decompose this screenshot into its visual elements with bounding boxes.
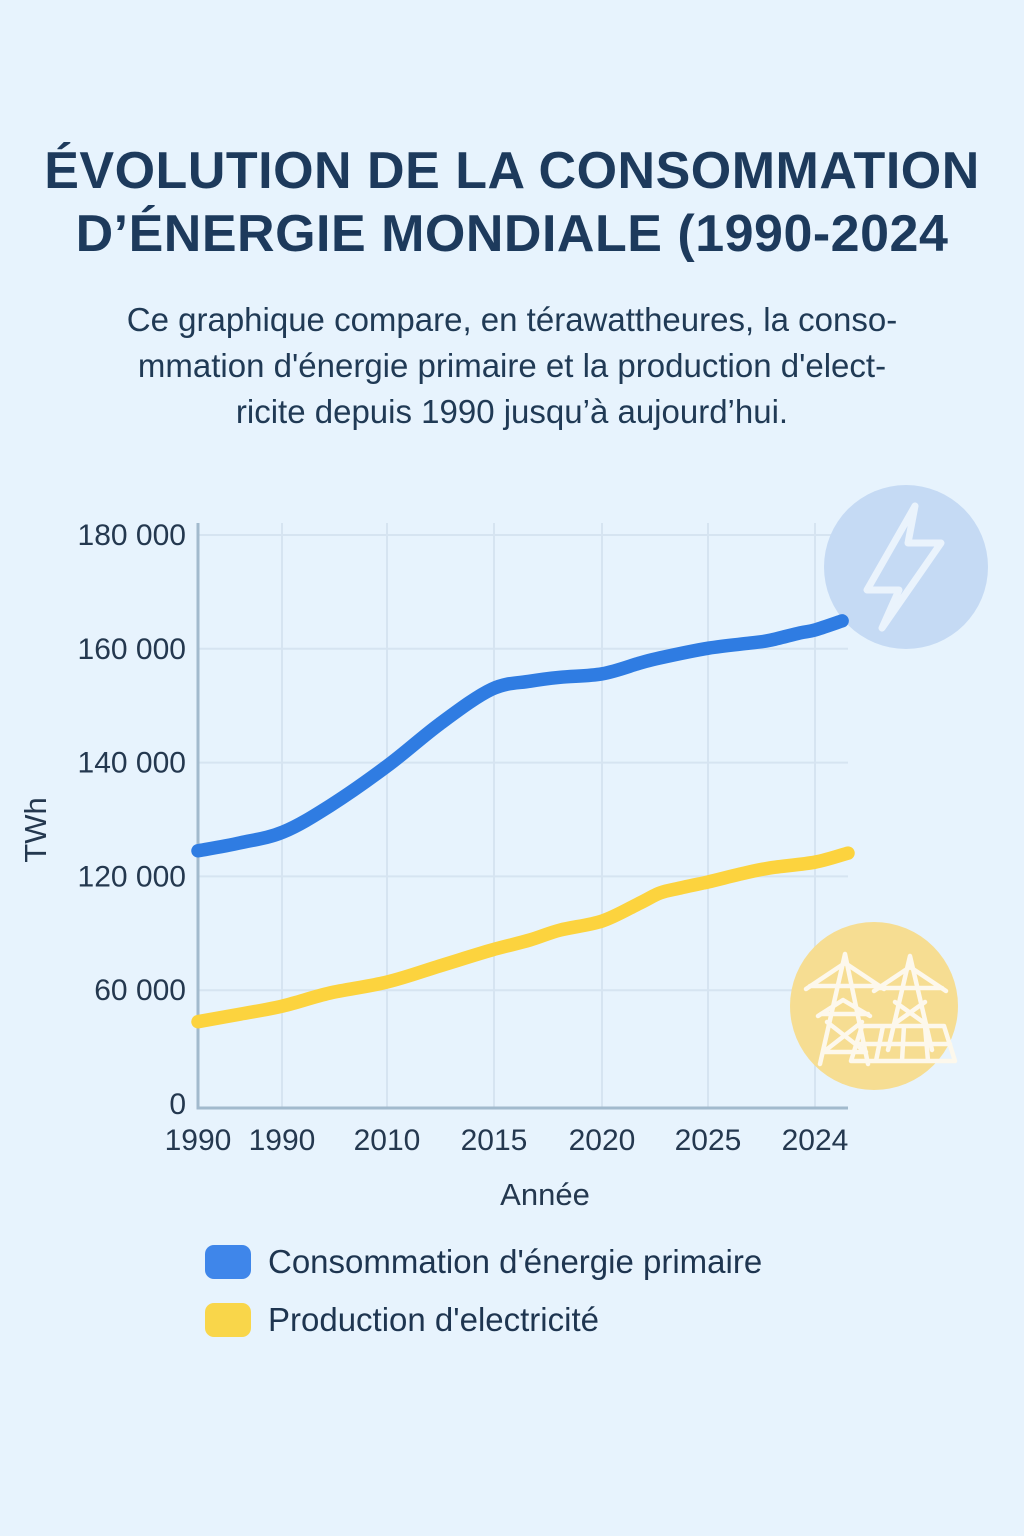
tower-right-lattice <box>891 999 929 1027</box>
x-tick-label: 1990 <box>249 1124 316 1157</box>
chart-subtitle: Ce graphique compare, en térawattheures,… <box>0 297 1024 436</box>
legend-item-consommation: Consommation d'énergie primaire <box>205 1243 763 1280</box>
x-tick-label: 2015 <box>461 1124 528 1157</box>
legend: Consommation d'énergie primaire Producti… <box>205 1243 763 1338</box>
x-tick-label: 2010 <box>354 1124 421 1157</box>
chart-title: ÉVOLUTION DE LA CONSOMMATION D’ÉNERGIE MO… <box>0 140 1024 267</box>
x-tick-label: 2024 <box>782 1124 849 1157</box>
subtitle-line-3: ricite depuis 1990 jusqu’à aujourd’hui. <box>235 393 789 431</box>
x-tick-label: 2025 <box>675 1124 742 1157</box>
title-line-1: ÉVOLUTION DE LA CONSOMMATION <box>44 142 980 200</box>
y-tick-label: 0 <box>169 1088 186 1121</box>
tower-right-crossarm <box>871 964 949 994</box>
legend-swatch-blue <box>205 1245 251 1279</box>
legend-label-production: Production d'electricité <box>268 1301 599 1338</box>
tower-left-crossarm-mid <box>815 997 873 1019</box>
legend-item-production: Production d'electricité <box>205 1301 762 1338</box>
subtitle-line-1: Ce graphique compare, en térawattheures,… <box>126 300 898 338</box>
header: ÉVOLUTION DE LA CONSOMMATION D’ÉNERGIE MO… <box>0 140 1024 435</box>
tower-left-crossarm-top <box>803 960 887 992</box>
series-line-0 <box>191 614 849 858</box>
legend-label-consommation: Consommation d'énergie primaire <box>268 1243 763 1280</box>
subtitle-line-2: mmation d'énergie primaire et la product… <box>137 347 887 385</box>
y-axis-title: TWh <box>18 797 53 862</box>
bolt-glyph <box>863 502 945 632</box>
x-tick-label: 1990 <box>165 1124 232 1157</box>
x-axis-title: Année <box>500 1177 590 1212</box>
title-line-2: D’ÉNERGIE MONDIALE (1990-2024 <box>75 205 949 264</box>
lightning-bolt-icon <box>824 485 988 649</box>
legend-swatch-yellow <box>205 1303 251 1337</box>
lightning-circle <box>824 485 988 649</box>
transmission-towers-solar-icon <box>790 922 958 1090</box>
axis-line <box>196 523 848 1110</box>
x-tick-label: 2020 <box>569 1124 636 1157</box>
y-tick-label: 60 000 <box>94 974 186 1007</box>
towers-circle <box>790 922 958 1090</box>
y-tick-label: 120 000 <box>78 860 186 893</box>
y-tick-label: 160 000 <box>78 633 186 666</box>
solar-panel <box>848 1023 958 1064</box>
y-tick-label: 180 000 <box>78 519 186 552</box>
series-line-1 <box>191 846 855 1029</box>
y-tick-label: 140 000 <box>78 747 186 780</box>
